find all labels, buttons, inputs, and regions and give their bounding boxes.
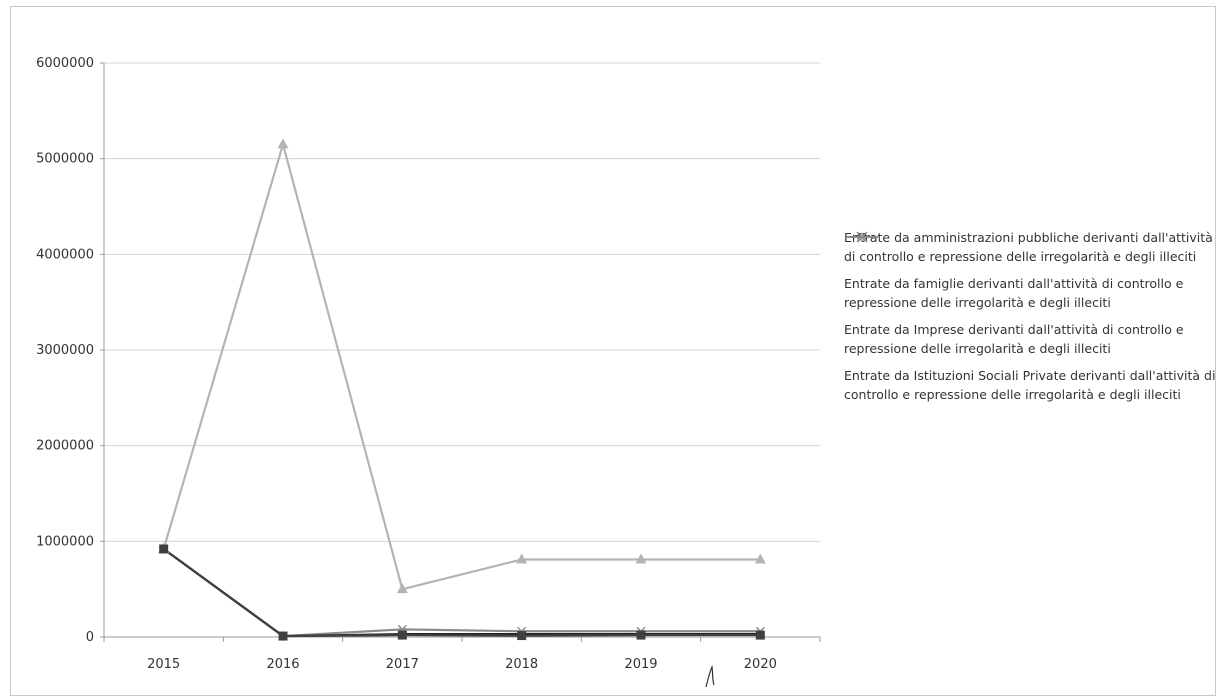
y-tick-label: 3000000 bbox=[36, 343, 94, 358]
legend-label: Entrate da amministrazioni pubbliche der… bbox=[844, 230, 1213, 264]
legend-item-private-social-institutions: Entrate da Istituzioni Sociali Private d… bbox=[844, 231, 1219, 404]
y-tick-label: 6000000 bbox=[36, 56, 94, 71]
data-point bbox=[754, 553, 766, 564]
x-tick-label: 2016 bbox=[266, 657, 299, 672]
data-point bbox=[159, 544, 169, 554]
series-line-4 bbox=[163, 548, 761, 638]
data-point bbox=[397, 630, 407, 640]
data-point bbox=[755, 630, 765, 640]
legend-label: Entrate da Imprese derivanti dall'attivi… bbox=[844, 322, 1184, 356]
series-line-3 bbox=[163, 548, 761, 638]
data-point bbox=[636, 630, 646, 640]
legend-label: Entrate da Istituzioni Sociali Private d… bbox=[844, 368, 1216, 402]
legend-label: Entrate da famiglie derivanti dall'attiv… bbox=[844, 276, 1184, 310]
data-point bbox=[635, 553, 647, 564]
x-tick-label: 2017 bbox=[386, 657, 419, 672]
legend: Entrate da amministrazioni pubbliche der… bbox=[844, 228, 1219, 412]
x-tick-label: 2020 bbox=[744, 657, 777, 672]
legend-item-public-administrations: Entrate da amministrazioni pubbliche der… bbox=[844, 228, 1219, 266]
data-point bbox=[517, 631, 527, 641]
data-point bbox=[278, 631, 288, 641]
y-tick-label: 1000000 bbox=[36, 534, 94, 549]
handwritten-mark bbox=[705, 665, 715, 687]
data-point bbox=[396, 583, 408, 594]
data-point bbox=[516, 553, 528, 564]
line-chart: 0 1000000 2000000 3000000 4000000 5000000 6000… bbox=[36, 56, 821, 672]
data-point bbox=[277, 138, 289, 149]
y-tick-label: 2000000 bbox=[36, 439, 94, 454]
series-markers bbox=[158, 138, 766, 641]
legend-item-businesses: Entrate da Imprese derivanti dall'attivi… bbox=[844, 236, 1219, 358]
gridlines bbox=[103, 62, 820, 638]
x-tick-label: 2019 bbox=[624, 657, 657, 672]
series-lines bbox=[162, 143, 761, 638]
x-tick-label: 2018 bbox=[505, 657, 538, 672]
y-tick-label: 4000000 bbox=[36, 247, 94, 262]
y-tick-label: 5000000 bbox=[36, 152, 94, 167]
legend-item-families: Entrate da famiglie derivanti dall'attiv… bbox=[844, 232, 1219, 312]
y-axis-ticks: 0 1000000 2000000 3000000 4000000 5000000 6000… bbox=[36, 56, 104, 645]
legend-swatch bbox=[846, 231, 878, 243]
series-line-1 bbox=[163, 548, 761, 638]
series-line-2 bbox=[162, 143, 761, 591]
y-tick-label: 0 bbox=[86, 630, 94, 645]
x-tick-label: 2015 bbox=[147, 657, 180, 672]
x-axis-ticks: 2015 2016 2017 2018 2019 2020 bbox=[103, 637, 821, 672]
